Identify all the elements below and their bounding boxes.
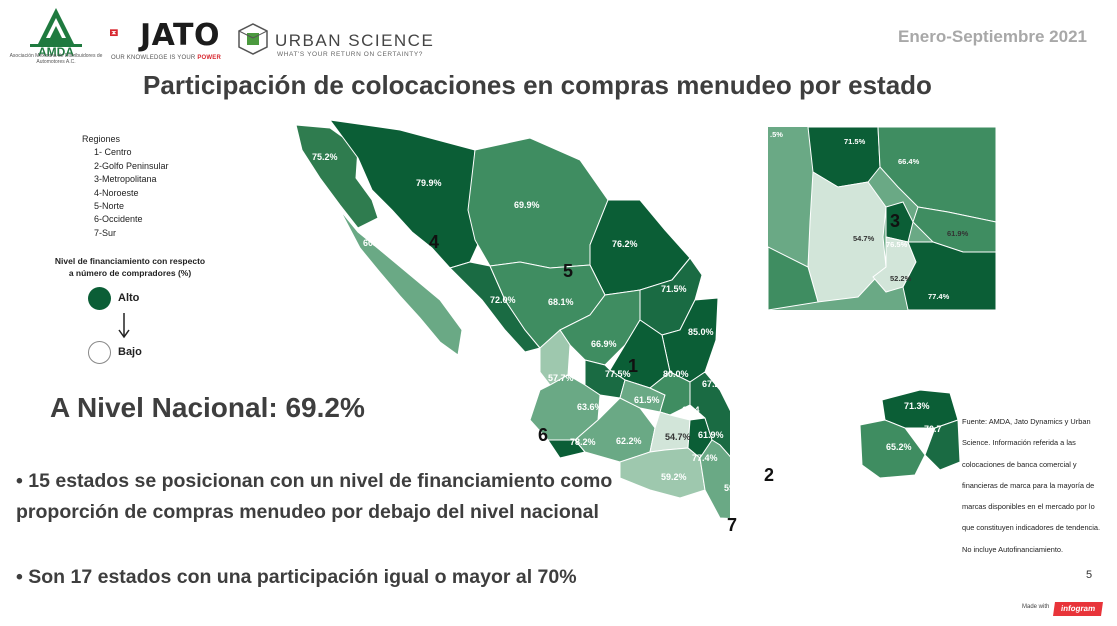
region-number-label: 4 [429, 232, 439, 252]
inset-value-label: 76.5% [886, 240, 908, 249]
bullet-point: • Son 17 estados con una participación i… [16, 566, 577, 588]
state-value-label: 85.0% [688, 327, 714, 337]
financing-legend-title-line: a número de compradores (%) [68, 268, 192, 278]
region-number-label: 7 [727, 515, 737, 535]
state-value-label: 60.2% [363, 238, 389, 248]
map-state [859, 419, 926, 479]
jato-tagline: OUR KNOWLEDGE IS YOUR POWER [111, 55, 221, 61]
made-with-label: Made with [1022, 604, 1050, 610]
map-state [339, 209, 463, 356]
regions-legend: Regiones 1- Centro 2-Golfo Peninsular 3-… [82, 133, 169, 240]
regions-legend-title: Regiones [82, 134, 121, 144]
region-number-label: 5 [563, 261, 573, 281]
region-item: 1- Centro [94, 147, 132, 158]
state-value-label: 71.3% [904, 401, 930, 411]
bullet-point: • 15 estados se posicionan con un nivel … [16, 470, 613, 523]
amda-subtitle: Asociación Mexicana de Distribuidores de… [9, 53, 103, 65]
legend-high-swatch [88, 287, 111, 310]
map-state [689, 371, 730, 458]
legend-high-label: Alto [118, 292, 140, 304]
map-state [699, 439, 730, 520]
region-item: 6-Occidente [94, 214, 143, 225]
state-value-label: 70.7 [924, 424, 942, 434]
page-number: 5 [1086, 569, 1093, 581]
state-value-label: 69.9% [514, 200, 540, 210]
state-value-label: 78.2% [570, 437, 596, 447]
state-value-label: 77.4% [692, 453, 718, 463]
state-value-label: 54.7% [665, 432, 691, 442]
region-number-label: 1 [628, 356, 638, 376]
state-value-label: 77.7% [826, 499, 852, 509]
state-value-label: 76.2% [612, 239, 638, 249]
state-value-label: 61.9% [698, 430, 724, 440]
region-item: 2-Golfo Peninsular [94, 160, 169, 171]
urban-science-tagline: WHAT'S YOUR RETURN ON CERTAINTY? [277, 51, 423, 58]
region-item: 5-Norte [94, 201, 125, 212]
inset-value-label: 61.9% [947, 229, 969, 238]
map-state [649, 371, 691, 416]
state-value-label: 59.4% [724, 483, 750, 493]
national-level: A Nivel Nacional: 69.2% [50, 392, 365, 423]
state-value-label: 80.0% [663, 369, 689, 379]
state-value-label: 61.5% [634, 395, 660, 405]
region-item: 4-Noroeste [94, 187, 139, 198]
state-value-label: 65.2% [886, 442, 912, 452]
arrow-down-icon [118, 313, 130, 339]
inset-region [768, 246, 819, 310]
source-note: Fuente: AMDA, Jato Dynamics y Urban Scie… [962, 417, 1101, 554]
inset-value-label: .5% [770, 130, 783, 139]
period-label: Enero-Septiembre 2021 [898, 27, 1087, 46]
yucatan-map [859, 389, 961, 479]
state-value-label: 67.2 [702, 379, 720, 389]
state-value-label: 77.5% [605, 369, 631, 379]
region-number-label: 6 [538, 425, 548, 445]
jato-name: JATO [140, 18, 221, 53]
inset-value-label: 66.4% [898, 157, 920, 166]
state-value-label: 68.1% [548, 297, 574, 307]
inset-value-label: 52.2% [890, 274, 912, 283]
region-item: 3-Metropolitana [94, 174, 157, 185]
inset-value-label: 54.7% [853, 234, 875, 243]
state-value-label: 63.6% [577, 402, 603, 412]
state-value-label: 59.2% [661, 472, 687, 482]
financing-legend-title-line: Nivel de financiamiento con respecto [54, 256, 206, 266]
map-state [924, 419, 961, 471]
state-value-label: 75.2% [312, 152, 338, 162]
legend-low-swatch [88, 341, 111, 364]
inset-svg: .5% 71.5% 66.4% 54.7% 76.5% 61.9% 52.2% … [768, 127, 996, 310]
financing-legend-title: Nivel de financiamiento con respecto a n… [50, 255, 210, 279]
inset-value-label: 71.5% [844, 137, 866, 146]
infogram-badge[interactable]: infogram [1053, 602, 1103, 616]
legend-low-label: Bajo [118, 346, 142, 358]
map-state [529, 374, 601, 441]
state-value-label: 72.0% [490, 295, 516, 305]
inset-region-number: 3 [890, 211, 900, 231]
state-value-label: 57.7% [548, 373, 574, 383]
urban-science-logo-icon [238, 23, 268, 55]
state-value-label: 79.9% [416, 178, 442, 188]
state-value-label: 62.2% [616, 436, 642, 446]
amda-logo: AMDA [30, 8, 82, 59]
state-value-label: 73.3% [797, 465, 823, 475]
state-value-label: 71.5% [661, 284, 687, 294]
state-value-label: 66.9% [591, 339, 617, 349]
page-title: Participación de colocaciones en compras… [143, 70, 932, 100]
mexico-map [295, 119, 730, 520]
urban-science-name: URBAN SCIENCE [275, 31, 435, 50]
inset-region [885, 201, 914, 243]
metropolitan-inset-map: .5% 71.5% 66.4% 54.7% 76.5% 61.9% 52.2% … [768, 127, 996, 310]
svg-text:AMDA: AMDA [38, 45, 74, 59]
jato-logo-mark [110, 29, 118, 37]
region-item: 7-Sur [94, 227, 117, 238]
inset-value-label: 77.4% [928, 292, 950, 301]
state-value-label: 66.4 [682, 405, 700, 415]
inset-region [902, 241, 996, 310]
region-number-label: 2 [764, 465, 774, 485]
